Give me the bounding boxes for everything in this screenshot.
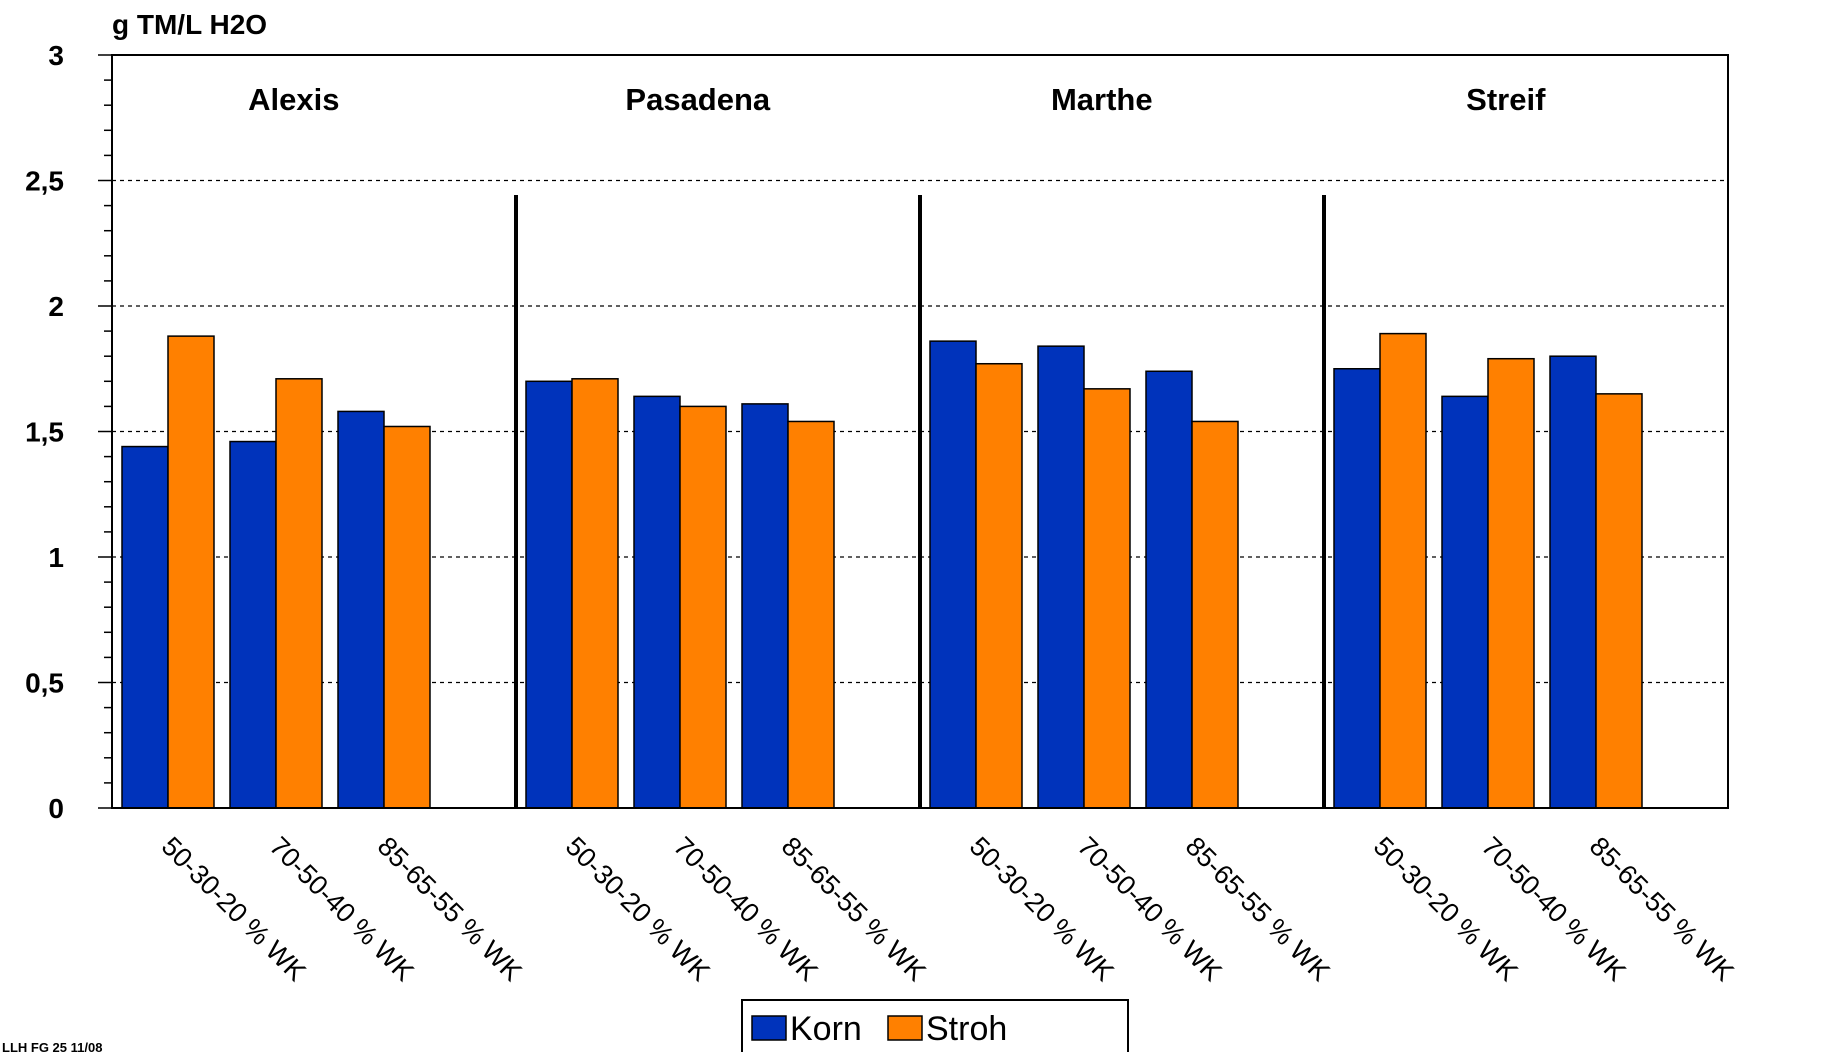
bar-stroh xyxy=(679,405,727,809)
bar-korn xyxy=(1333,368,1381,809)
bar-korn xyxy=(229,440,277,809)
group-label: Pasadena xyxy=(625,82,771,117)
ytick-label: 0 xyxy=(48,793,64,824)
bar-korn xyxy=(1145,370,1193,809)
bar-stroh xyxy=(787,420,835,809)
legend: Korn Stroh xyxy=(741,999,1129,1052)
bar-korn xyxy=(929,340,977,809)
bar-korn xyxy=(337,410,385,809)
bar-korn xyxy=(525,380,573,809)
legend-box xyxy=(741,999,1129,1052)
group-label: Streif xyxy=(1466,82,1546,117)
bar-stroh xyxy=(383,425,431,809)
bar-stroh xyxy=(1595,393,1643,809)
bar-stroh xyxy=(1191,420,1239,809)
legend-label-korn: Korn xyxy=(790,1010,862,1048)
bar-stroh xyxy=(275,378,323,809)
bar-korn xyxy=(1441,395,1489,809)
legend-swatch-stroh xyxy=(887,1015,923,1041)
ytick-label: 3 xyxy=(48,40,64,71)
ytick-label: 1,5 xyxy=(25,417,64,448)
bars xyxy=(121,332,1643,809)
group-label: Alexis xyxy=(248,82,339,117)
legend-label-stroh: Stroh xyxy=(926,1010,1007,1048)
bar-stroh xyxy=(167,335,215,809)
bar-korn xyxy=(121,445,169,809)
legend-swatch-korn xyxy=(751,1015,787,1041)
ytick-label: 1 xyxy=(48,542,64,573)
bar-stroh xyxy=(1379,332,1427,809)
plot-frame xyxy=(98,54,1729,809)
ytick-label: 2,5 xyxy=(25,166,64,197)
footnote: LLH FG 25 11/08 xyxy=(2,1040,102,1052)
ytick-label: 0,5 xyxy=(25,668,64,699)
ytick-label: 2 xyxy=(48,291,64,322)
group-label: Marthe xyxy=(1051,82,1153,117)
bar-korn xyxy=(1549,355,1597,809)
bar-stroh xyxy=(975,362,1023,809)
bar-stroh xyxy=(1487,357,1535,809)
bar-korn xyxy=(741,403,789,809)
bar-korn xyxy=(1037,345,1085,809)
bar-korn xyxy=(633,395,681,809)
bar-stroh xyxy=(571,378,619,809)
y-axis-label: g TM/L H2O xyxy=(112,9,267,40)
bar-stroh xyxy=(1083,388,1131,809)
